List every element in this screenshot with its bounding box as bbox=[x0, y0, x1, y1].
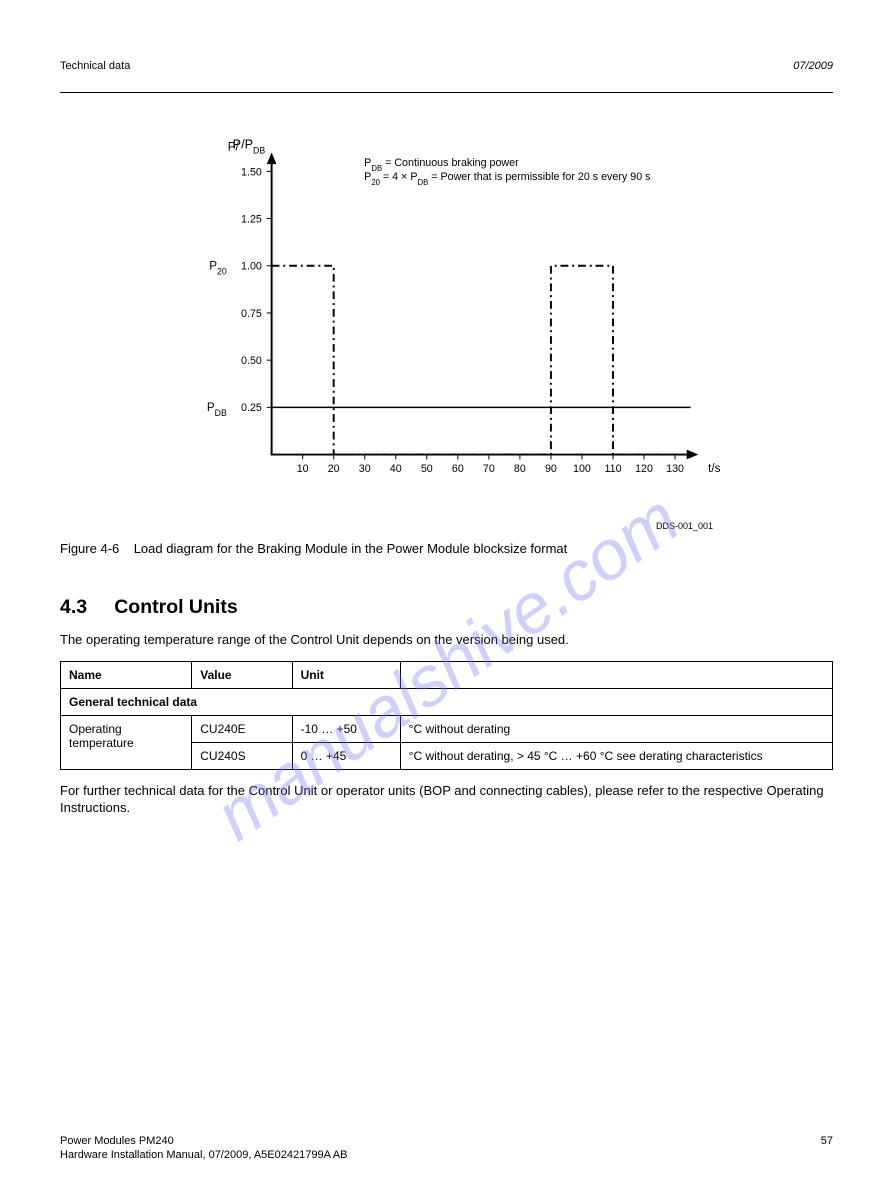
svg-text:80: 80 bbox=[513, 463, 525, 475]
caption-text: Load diagram for the Braking Module in t… bbox=[134, 541, 568, 556]
technical-data-table: Name Value Unit General technical dataOp… bbox=[60, 661, 833, 770]
caption-prefix: Figure 4-6 bbox=[60, 541, 119, 556]
section-title: Control Units bbox=[114, 596, 237, 618]
svg-text:130: 130 bbox=[666, 463, 684, 475]
col-unit: Unit bbox=[292, 661, 400, 688]
svg-text:120: 120 bbox=[635, 463, 653, 475]
header-left: Technical data bbox=[60, 60, 130, 72]
page-header: Technical data 07/2009 bbox=[60, 60, 833, 72]
paragraph-1: The operating temperature range of the C… bbox=[60, 631, 833, 649]
svg-text:70: 70 bbox=[482, 463, 494, 475]
svg-text:30: 30 bbox=[358, 463, 370, 475]
section-heading: 4.3 Control Units bbox=[60, 596, 833, 619]
col-desc bbox=[400, 661, 832, 688]
svg-text:60: 60 bbox=[451, 463, 463, 475]
cell-param: Operating temperature bbox=[61, 715, 192, 769]
table-header-row: Name Value Unit bbox=[61, 661, 833, 688]
footer-left: Hardware Installation Manual, 07/2009, A… bbox=[60, 1149, 833, 1161]
top-rule bbox=[60, 92, 833, 93]
svg-text:20: 20 bbox=[327, 463, 339, 475]
svg-text:0.25: 0.25 bbox=[241, 402, 262, 414]
paragraph-2: For further technical data for the Contr… bbox=[60, 782, 833, 817]
chart-svg: P/P/PDB102030405060708090100110120130t/s… bbox=[167, 133, 727, 513]
figure-caption: Figure 4-6 Load diagram for the Braking … bbox=[60, 541, 833, 556]
svg-text:0.50: 0.50 bbox=[241, 355, 262, 367]
col-value: Value bbox=[192, 661, 292, 688]
cell-general: General technical data bbox=[61, 688, 833, 715]
svg-text:50: 50 bbox=[420, 463, 432, 475]
table-row: Operating temperatureCU240E-10 … +50°C w… bbox=[61, 715, 833, 742]
svg-text:90: 90 bbox=[544, 463, 556, 475]
svg-text:t/s: t/s bbox=[708, 462, 720, 475]
cell-value: 0 … +45 bbox=[292, 742, 400, 769]
load-diagram-figure: P/P/PDB102030405060708090100110120130t/s… bbox=[60, 133, 833, 513]
svg-text:1.25: 1.25 bbox=[241, 213, 262, 225]
svg-text:110: 110 bbox=[604, 463, 621, 475]
svg-text:10: 10 bbox=[296, 463, 308, 475]
figure-id-label: DDS-001_001 bbox=[60, 521, 713, 531]
page-footer: Power Modules PM240 57 Hardware Installa… bbox=[60, 1135, 833, 1161]
svg-text:P20: P20 bbox=[209, 260, 227, 277]
section-number: 4.3 bbox=[60, 596, 87, 618]
svg-text:P20 = 4 × PDB = Power that is: P20 = 4 × PDB = Power that is permissibl… bbox=[364, 171, 650, 187]
footer-page-number: 57 bbox=[821, 1135, 833, 1147]
table-row: General technical data bbox=[61, 688, 833, 715]
col-name: Name bbox=[61, 661, 192, 688]
cell-variant: CU240E bbox=[192, 715, 292, 742]
svg-text:100: 100 bbox=[573, 463, 591, 475]
svg-text:0.75: 0.75 bbox=[241, 308, 262, 320]
cell-variant: CU240S bbox=[192, 742, 292, 769]
svg-text:1.00: 1.00 bbox=[241, 261, 262, 273]
svg-text:40: 40 bbox=[389, 463, 401, 475]
footer-title: Power Modules PM240 bbox=[60, 1135, 174, 1147]
cell-note: °C without derating bbox=[400, 715, 832, 742]
svg-text:1.50: 1.50 bbox=[241, 166, 262, 178]
header-right: 07/2009 bbox=[793, 60, 833, 72]
svg-text:PDB: PDB bbox=[206, 401, 226, 418]
cell-value: -10 … +50 bbox=[292, 715, 400, 742]
cell-note: °C without derating, > 45 °C … +60 °C se… bbox=[400, 742, 832, 769]
